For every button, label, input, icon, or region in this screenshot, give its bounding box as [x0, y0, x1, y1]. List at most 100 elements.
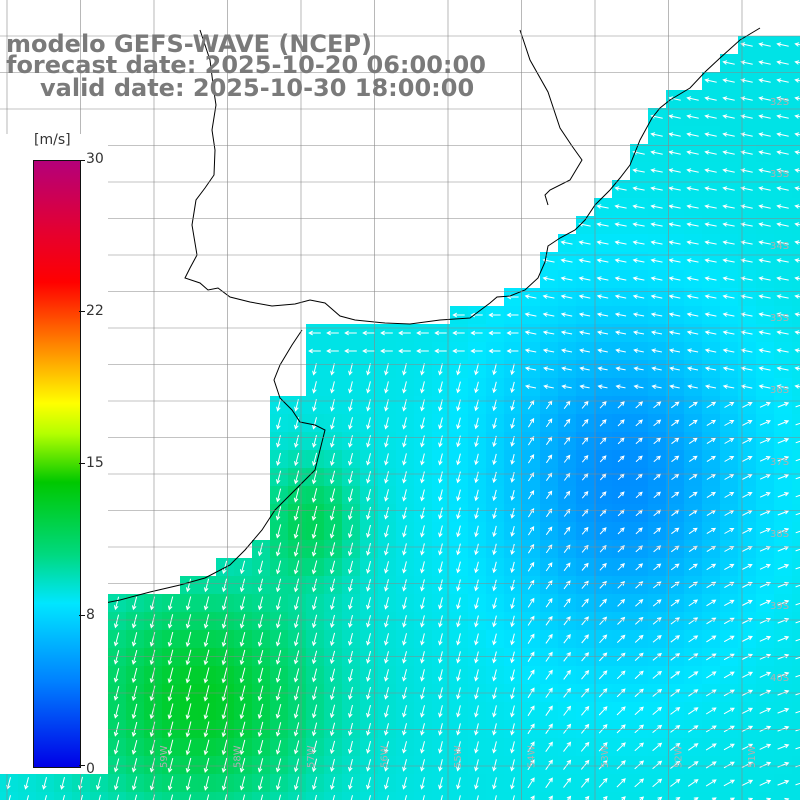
- wind-arrow: [420, 525, 425, 538]
- wind-arrow: [527, 615, 535, 626]
- wind-arrow: [329, 650, 336, 665]
- wind-arrow: [366, 542, 371, 556]
- wind-arrow: [527, 417, 535, 428]
- wind-arrow: [239, 631, 246, 647]
- wind-arrow: [542, 312, 555, 317]
- wind-arrow: [581, 580, 589, 589]
- wind-cell: [288, 792, 307, 800]
- wind-arrow: [599, 580, 607, 589]
- wind-arrow: [560, 258, 573, 263]
- wind-cell: [306, 792, 325, 800]
- wind-arrow: [293, 776, 300, 791]
- wind-arrow: [670, 635, 681, 643]
- wind-cell: [648, 792, 667, 800]
- wind-arrow: [740, 222, 753, 227]
- wind-arrow: [438, 561, 443, 574]
- wind-cell: [792, 360, 800, 379]
- wind-arrow: [438, 597, 443, 610]
- wind-arrow: [758, 96, 771, 101]
- wind-arrow: [293, 614, 300, 629]
- wind-arrow: [776, 294, 789, 299]
- wind-arrow: [740, 60, 753, 65]
- wind-arrow: [474, 399, 479, 412]
- wind-arrow: [311, 740, 318, 755]
- wind-arrow: [474, 597, 479, 610]
- wind-arrow: [632, 168, 645, 173]
- wind-cell: [792, 36, 800, 55]
- wind-cell: [216, 792, 235, 800]
- wind-arrow: [326, 330, 339, 336]
- wind-cell: [234, 792, 253, 800]
- wind-arrow: [599, 455, 607, 463]
- wind-arrow: [614, 186, 627, 191]
- wind-arrow: [434, 330, 447, 336]
- wind-arrow: [724, 455, 735, 462]
- wind-arrow: [510, 723, 515, 736]
- wind-arrow: [420, 507, 425, 520]
- wind-arrow: [634, 652, 644, 661]
- wind-arrow: [704, 204, 717, 209]
- wind-arrow: [510, 561, 515, 574]
- wind-arrow: [527, 597, 535, 608]
- wind-arrow: [759, 599, 772, 606]
- wind-arrow: [420, 651, 425, 664]
- wind-arrow: [545, 418, 553, 428]
- wind-arrow: [776, 78, 789, 83]
- wind-arrow: [384, 723, 389, 736]
- wind-arrow: [545, 759, 553, 770]
- wind-cell: [630, 792, 649, 800]
- wind-arrow: [470, 330, 483, 336]
- wind-cell: [504, 792, 523, 800]
- wind-arrow: [617, 491, 625, 499]
- latitude-label: 32S: [770, 97, 789, 108]
- wind-arrow: [563, 490, 571, 499]
- wind-cell: [666, 792, 685, 800]
- wind-cell: [738, 792, 757, 800]
- wind-arrow: [456, 363, 461, 376]
- wind-arrow: [617, 437, 625, 445]
- wind-arrow: [599, 527, 607, 535]
- wind-arrow: [330, 776, 335, 791]
- wind-arrow: [651, 384, 662, 390]
- wind-arrow: [456, 525, 461, 538]
- wind-arrow: [545, 615, 553, 626]
- wind-arrow: [330, 632, 336, 647]
- wind-arrow: [635, 419, 643, 427]
- wind-arrow: [366, 668, 371, 682]
- wind-cell: [792, 216, 800, 235]
- wind-arrow: [688, 455, 698, 463]
- wind-arrow: [510, 417, 515, 430]
- wind-arrow: [653, 419, 662, 427]
- wind-arrow: [740, 366, 753, 371]
- wind-arrow: [616, 742, 626, 752]
- wind-arrow: [474, 453, 479, 466]
- wind-arrow: [722, 366, 735, 371]
- wind-arrow: [741, 779, 754, 787]
- wind-arrow: [422, 795, 425, 800]
- wind-arrow: [704, 132, 717, 137]
- wind-arrow: [776, 186, 789, 191]
- wind-arrow: [474, 543, 479, 556]
- wind-arrow: [776, 222, 789, 227]
- wind-arrow: [668, 276, 681, 281]
- wind-arrow: [221, 757, 228, 774]
- colorbar-unit: [m/s]: [34, 132, 71, 148]
- wind-arrow: [506, 348, 519, 354]
- wind-arrow: [239, 776, 246, 791]
- wind-arrow: [510, 363, 515, 376]
- wind-arrow: [580, 759, 590, 770]
- wind-arrow: [330, 435, 335, 448]
- wind-arrow: [239, 757, 246, 773]
- wind-arrow: [510, 741, 515, 754]
- wind-arrow: [795, 404, 800, 408]
- wind-arrow: [474, 471, 479, 484]
- wind-arrow: [634, 724, 644, 734]
- wind-arrow: [456, 723, 461, 736]
- wind-arrow: [632, 204, 645, 209]
- wind-arrow: [650, 132, 663, 137]
- wind-cell: [126, 792, 145, 800]
- wind-arrow: [420, 777, 425, 790]
- wind-arrow: [438, 705, 443, 718]
- wind-arrow: [312, 452, 318, 467]
- wind-arrow: [488, 330, 501, 336]
